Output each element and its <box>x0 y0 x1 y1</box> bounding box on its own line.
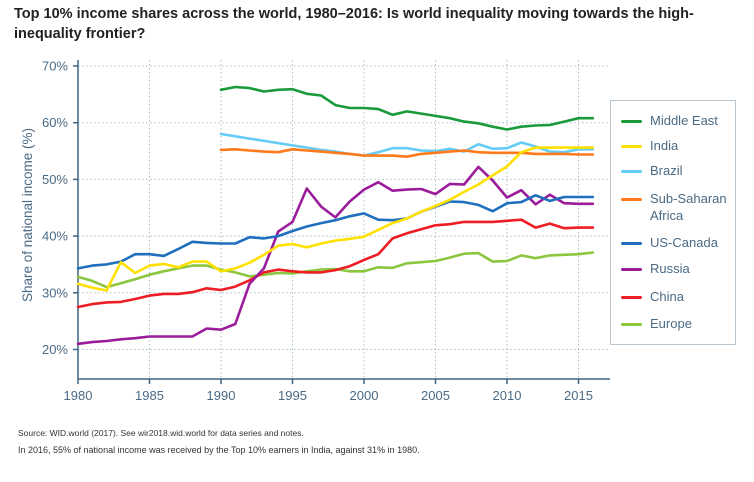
legend-label: Russia <box>650 261 690 276</box>
series-line-middle-east <box>219 85 595 131</box>
legend-swatch <box>621 120 642 123</box>
y-tick-label: 30% <box>42 285 68 300</box>
legend: Middle East India Brazil Sub-Saharan Africa… <box>610 100 736 345</box>
x-ticks: 1980 1985 1990 1995 2000 2005 2010 2015 <box>64 379 593 403</box>
legend-item: China <box>621 288 730 305</box>
legend-item: India <box>621 137 730 154</box>
series-line-china <box>76 218 595 309</box>
y-tick-label: 50% <box>42 172 68 187</box>
series-line-russia <box>76 165 595 346</box>
legend-label: Brazil <box>650 163 683 178</box>
legend-swatch <box>621 170 642 173</box>
series-line-india <box>76 146 595 292</box>
y-tick-label: 70% <box>42 59 68 74</box>
x-tick-label: 1995 <box>278 388 307 403</box>
legend-label: Middle East <box>650 113 718 128</box>
caption-note: In 2016, 55% of national income was rece… <box>18 445 420 455</box>
y-axis-title: Share of national income (%) <box>20 128 35 302</box>
legend-swatch <box>621 296 642 299</box>
legend-item: Middle East <box>621 112 730 129</box>
series-line-sub-saharan-africa <box>219 148 595 158</box>
y-tick-label: 20% <box>42 342 68 357</box>
source-note: Source: WID.world (2017). See wir2018.wi… <box>18 428 304 438</box>
x-tick-label: 2010 <box>493 388 522 403</box>
chart-title: Top 10% income shares across the world, … <box>14 6 694 42</box>
x-tick-label: 2005 <box>421 388 450 403</box>
legend-swatch <box>621 145 642 148</box>
legend-swatch <box>621 268 642 271</box>
legend-label: US-Canada <box>650 235 718 250</box>
legend-swatch <box>621 323 642 326</box>
legend-label: Sub-Saharan Africa <box>650 191 727 223</box>
x-tick-label: 1990 <box>207 388 236 403</box>
x-tick-label: 2000 <box>350 388 379 403</box>
y-ticks: 20% 30% 40% 50% 60% 70% <box>42 59 78 357</box>
line-chart: 20% 30% 40% 50% 60% 70% 1980 1985 1990 1995 2000 2… <box>20 59 610 403</box>
x-tick-label: 1980 <box>64 388 93 403</box>
series-line-us-canada <box>76 194 595 270</box>
series-line-brazil <box>219 132 595 157</box>
legend-item: Europe <box>621 315 730 332</box>
series-lines <box>76 85 595 346</box>
y-tick-label: 40% <box>42 229 68 244</box>
legend-label: Europe <box>650 316 692 331</box>
legend-item: Russia <box>621 260 730 277</box>
legend-label: India <box>650 138 679 153</box>
legend-label: China <box>650 289 684 304</box>
legend-item: Sub-Saharan Africa <box>621 190 730 224</box>
legend-swatch <box>621 198 642 201</box>
x-tick-label: 1985 <box>135 388 164 403</box>
legend-swatch <box>621 242 642 245</box>
legend-item: Brazil <box>621 162 730 179</box>
axes <box>77 60 610 380</box>
y-tick-label: 60% <box>42 115 68 130</box>
legend-item: US-Canada <box>621 234 730 251</box>
x-tick-label: 2015 <box>564 388 593 403</box>
